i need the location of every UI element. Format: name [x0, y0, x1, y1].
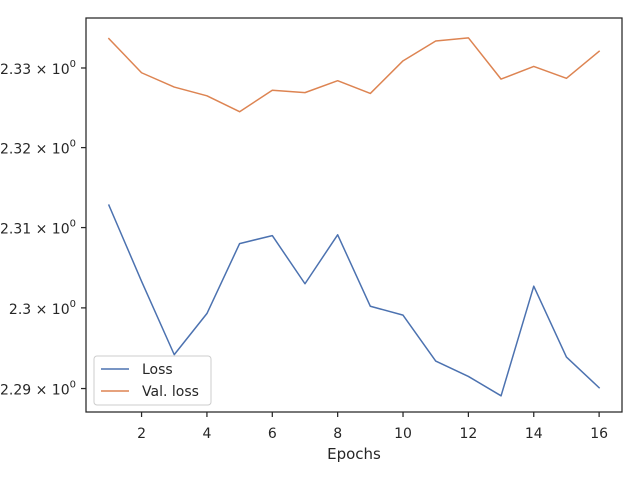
y-tick-label: 2.33 × 100: [0, 59, 76, 78]
plot-background: [86, 18, 622, 412]
legend: Loss Val. loss: [93, 355, 212, 406]
legend-label-val-loss: Val. loss: [142, 384, 199, 400]
x-tick-label: 12: [459, 426, 477, 442]
legend-label-loss: Loss: [142, 362, 173, 378]
x-axis-title: Epochs: [327, 445, 381, 463]
y-tick-label: 2.31 × 100: [0, 219, 76, 238]
x-tick-label: 16: [590, 426, 608, 442]
y-tick-layer: 2.29 × 100 2.3 × 100 2.31 × 100 2.32 × 100 2…: [0, 59, 86, 399]
x-tick-label: 14: [525, 426, 543, 442]
series-line-loss: [107, 204, 601, 397]
x-tick-label: 8: [333, 426, 342, 442]
series-line-val-loss: [107, 37, 601, 113]
x-tick-label: 4: [202, 426, 211, 442]
x-tick-label: 6: [268, 426, 277, 442]
y-tick-label: 2.3 × 100: [9, 299, 76, 318]
y-tick-label: 2.32 × 100: [0, 139, 76, 158]
series-layer: [107, 37, 601, 397]
x-tick-label: 10: [394, 426, 412, 442]
x-tick-layer: 2 4 6 8 10 12 14 16: [137, 412, 608, 442]
y-tick-label: 2.29 × 100: [0, 380, 76, 399]
plot-frame: [85, 17, 623, 413]
x-tick-label: 2: [137, 426, 146, 442]
